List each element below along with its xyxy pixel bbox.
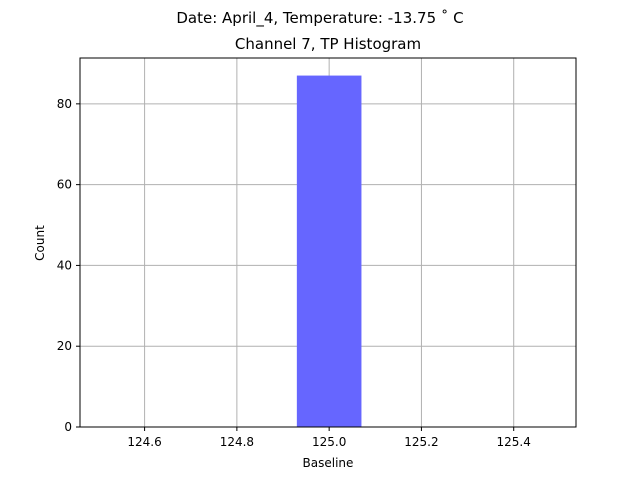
chart-title: Channel 7, TP Histogram xyxy=(235,35,421,53)
axis-ticks: 124.6 124.8 125.0 125.2 125.4 0 20 40 60 80 xyxy=(57,97,531,449)
y-tick-label: 60 xyxy=(57,178,72,192)
x-tick-label: 124.6 xyxy=(127,435,161,449)
y-tick-label: 20 xyxy=(57,339,72,353)
y-axis-label: Count xyxy=(33,225,47,261)
x-axis-label: Baseline xyxy=(303,456,354,470)
plot-frame xyxy=(79,57,577,428)
y-tick-label: 80 xyxy=(57,97,72,111)
chart-suptitle: Date: April_4, Temperature: -13.75 ˚ C xyxy=(176,9,463,28)
histogram-bar xyxy=(296,75,362,428)
y-tick-label: 40 xyxy=(57,258,72,272)
x-tick-label: 124.8 xyxy=(220,435,254,449)
x-tick-label: 125.2 xyxy=(404,435,438,449)
x-tick-label: 125.4 xyxy=(497,435,531,449)
bars xyxy=(296,75,362,428)
x-tick-label: 125.0 xyxy=(312,435,346,449)
y-tick-label: 0 xyxy=(64,420,72,434)
